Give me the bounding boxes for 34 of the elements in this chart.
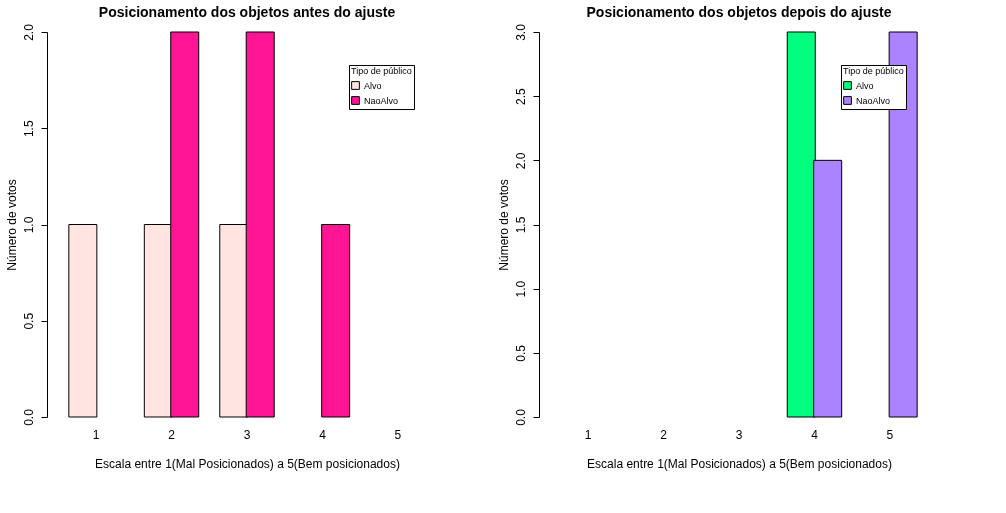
chart-title: Posicionamento dos objetos depois do ajuste bbox=[586, 3, 892, 20]
y-tick-label: 0.0 bbox=[21, 408, 36, 426]
y-tick-label: 1.0 bbox=[21, 216, 36, 234]
legend-label: Alvo bbox=[856, 80, 874, 91]
y-tick-label: 0.5 bbox=[21, 312, 36, 330]
y-tick-label: 3.0 bbox=[513, 23, 528, 41]
chart-title: Posicionamento dos objetos antes do ajuste bbox=[98, 3, 396, 20]
legend-label: Alvo bbox=[364, 80, 382, 91]
y-tick-label: 1.5 bbox=[513, 216, 528, 234]
x-tick-label: 3 bbox=[243, 427, 251, 442]
y-axis-title: Número de votos bbox=[4, 179, 19, 271]
y-tick-label: 2.0 bbox=[513, 152, 528, 170]
legend-title: Tipo de público bbox=[843, 66, 904, 76]
x-tick-label: 3 bbox=[735, 427, 743, 442]
y-tick-label: 2.0 bbox=[21, 23, 36, 41]
legend-label: NaoAlvo bbox=[364, 95, 399, 106]
x-tick-label: 2 bbox=[168, 427, 176, 442]
y-tick-label: 0.5 bbox=[513, 344, 528, 362]
y-tick-label: 0.0 bbox=[513, 408, 528, 426]
y-tick-label: 1.5 bbox=[21, 120, 36, 138]
legend-title: Tipo de público bbox=[351, 66, 412, 76]
y-tick-label: 2.5 bbox=[513, 88, 528, 106]
x-axis-title: Escala entre 1(Mal Posicionados) a 5(Bem posicionados) bbox=[587, 456, 892, 471]
x-tick-label: 4 bbox=[319, 427, 327, 442]
y-axis-title: Número de votos bbox=[496, 179, 511, 271]
x-tick-label: 5 bbox=[394, 427, 402, 442]
x-tick-label: 2 bbox=[660, 427, 668, 442]
x-axis-title: Escala entre 1(Mal Posicionados) a 5(Bem posicionados) bbox=[95, 456, 400, 471]
y-tick-label: 1.0 bbox=[513, 280, 528, 298]
x-tick-label: 4 bbox=[811, 427, 819, 442]
x-tick-label: 1 bbox=[92, 427, 100, 442]
x-tick-label: 1 bbox=[584, 427, 592, 442]
x-tick-label: 5 bbox=[886, 427, 894, 442]
legend-label: NaoAlvo bbox=[856, 95, 891, 106]
